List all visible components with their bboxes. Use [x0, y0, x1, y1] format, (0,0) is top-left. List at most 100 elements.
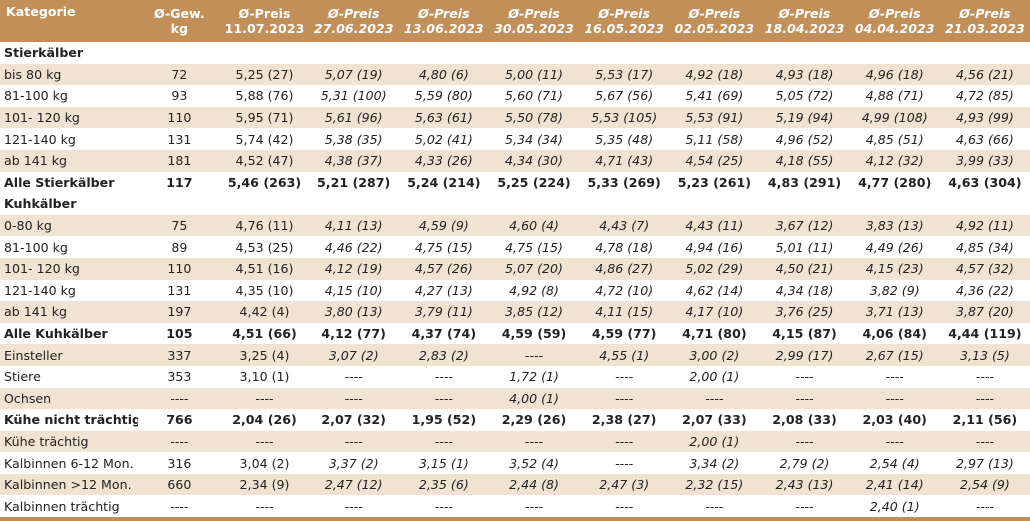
price-cell: 4,86 (27): [595, 261, 654, 277]
price-cell: 5,33 (269): [587, 174, 661, 190]
row-label: Stiere: [4, 369, 41, 385]
price-cell: 5,41 (69): [685, 88, 744, 104]
price-cell: 3,25 (4): [239, 347, 290, 363]
price-cell: 5,35 (48): [595, 131, 654, 147]
price-cell: 4,92 (11): [955, 218, 1014, 234]
row-weight: ----: [170, 498, 189, 514]
price-cell: 3,87 (20): [955, 304, 1014, 320]
section-title: Stierkälber: [0, 42, 1030, 64]
price-cell: 2,44 (8): [509, 477, 559, 493]
price-cell: 2,03 (40): [862, 412, 927, 428]
price-cell: 2,99 (17): [775, 347, 834, 363]
price-cell: 5,07 (20): [505, 261, 563, 277]
header-weight: Ø-Gew. kg: [154, 6, 205, 36]
price-cell: 4,72 (10): [595, 282, 654, 298]
price-cell: 4,85 (34): [955, 239, 1014, 255]
price-cell: 2,43 (13): [775, 477, 834, 493]
table-row: 81-100 kg 93 5,88 (76) 5,31 (100) 5,59 (80) 5…: [0, 85, 1030, 107]
price-cell: ----: [705, 390, 724, 406]
price-cell: 4,71 (43): [595, 153, 654, 169]
table-row: 0-80 kg 75 4,76 (11) 4,11 (13) 4,59 (9) 4,60 …: [0, 214, 1030, 237]
price-cell: 2,97 (13): [955, 455, 1014, 471]
price-cell: 3,07 (2): [328, 347, 379, 363]
price-cell: 4,96 (18): [865, 66, 924, 82]
price-cell: 5,67 (56): [595, 88, 654, 104]
price-cell: 4,15 (23): [865, 261, 924, 277]
row-weight: 93: [171, 88, 188, 104]
price-cell: 4,99 (108): [861, 110, 928, 126]
price-cell: 4,93 (99): [955, 110, 1014, 126]
price-cell: 3,76 (25): [775, 304, 834, 320]
price-cell: 4,15 (87): [772, 326, 837, 342]
price-cell: 3,67 (12): [775, 218, 834, 234]
price-cell: 4,44 (119): [948, 326, 1022, 342]
price-cell: 4,78 (18): [595, 239, 654, 255]
price-cell: 4,63 (66): [955, 131, 1014, 147]
price-cell: 3,13 (5): [959, 347, 1010, 363]
price-cell: 4,62 (14): [685, 282, 744, 298]
price-cell: 4,52 (47): [235, 153, 294, 169]
table-row: 101- 120 kg 110 5,95 (71) 5,61 (96) 5,63 (61…: [0, 106, 1030, 129]
price-cell: 4,27 (13): [414, 282, 473, 298]
price-cell: 4,57 (26): [414, 261, 473, 277]
price-cell: 4,71 (80): [682, 326, 747, 342]
price-cell: 4,55 (1): [599, 347, 650, 363]
table-row: 101- 120 kg 110 4,51 (16) 4,12 (19) 4,57 (26…: [0, 257, 1030, 280]
price-cell: ----: [255, 433, 274, 449]
price-cell: ----: [795, 390, 814, 406]
price-cell: ----: [434, 390, 453, 406]
price-cell: 5,02 (41): [414, 131, 473, 147]
header-price-col: Ø-Preis 18.04.2023: [764, 6, 845, 36]
price-cell: 2,41 (14): [865, 477, 924, 493]
price-cell: 4,18 (55): [775, 153, 834, 169]
table-row: 121-140 kg 131 4,35 (10) 4,15 (10) 4,27 (13)…: [0, 279, 1030, 302]
price-cell: ----: [615, 498, 634, 514]
price-cell: 3,04 (2): [239, 455, 290, 471]
header-price-col: Ø-Preis 11.07.2023: [224, 6, 305, 36]
price-cell: 4,00 (1): [509, 390, 559, 406]
table-row: bis 80 kg 72 5,25 (27) 5,07 (19) 4,80 (6) 5,0…: [0, 63, 1030, 86]
total-row: Alle Kuhkälber 105 4,51 (66) 4,12 (77) 4,37 …: [0, 322, 1030, 345]
row-label: 81-100 kg: [4, 239, 68, 255]
price-cell: ----: [344, 369, 363, 385]
price-cell: ----: [434, 498, 453, 514]
price-cell: ----: [524, 498, 544, 514]
price-cell: 4,06 (84): [862, 326, 927, 342]
price-cell: 4,38 (37): [324, 153, 383, 169]
total-row: Alle Stierkälber 117 5,46 (263) 5,21 (287) 5…: [0, 171, 1030, 194]
price-cell: 4,15 (10): [324, 282, 383, 298]
price-cell: 4,92 (8): [509, 282, 559, 298]
header-price-col: Ø-Preis 02.05.2023: [674, 6, 755, 36]
row-label: bis 80 kg: [4, 66, 62, 82]
price-cell: 5,88 (76): [235, 88, 294, 104]
price-cell: 4,76 (11): [235, 218, 294, 234]
price-cell: 5,11 (58): [685, 131, 744, 147]
price-cell: 2,34 (9): [239, 477, 290, 493]
row-label: Alle Stierkälber: [4, 174, 115, 190]
price-cell: 4,75 (15): [505, 239, 563, 255]
header-row: Kategorie Ø-Gew. kg Ø-Preis 11.07.2023 Ø-P…: [0, 0, 1030, 42]
price-cell: 5,95 (71): [235, 110, 294, 126]
price-cell: 2,07 (33): [682, 412, 747, 428]
price-cell: 3,80 (13): [324, 304, 383, 320]
price-cell: 5,25 (224): [497, 174, 571, 190]
price-cell: 3,00 (2): [689, 347, 740, 363]
price-cell: ----: [615, 390, 634, 406]
bottom-bar: [0, 517, 1030, 521]
price-cell: 5,21 (287): [317, 174, 391, 190]
price-cell: 4,11 (15): [595, 304, 654, 320]
price-cell: 2,54 (4): [869, 455, 920, 471]
row-label: 121-140 kg: [4, 282, 76, 298]
row-weight: 110: [167, 110, 192, 126]
price-cell: 4,35 (10): [235, 282, 294, 298]
row-weight: 89: [171, 239, 188, 255]
row-label: ab 141 kg: [4, 153, 68, 169]
price-cell: 5,23 (261): [677, 174, 751, 190]
price-cell: 5,61 (96): [324, 110, 383, 126]
row-weight: 316: [167, 455, 192, 471]
price-cell: ----: [524, 433, 544, 449]
row-weight: 117: [166, 174, 193, 190]
price-cell: 3,83 (13): [865, 218, 924, 234]
price-cell: 4,85 (51): [865, 131, 924, 147]
row-weight: 766: [166, 412, 193, 428]
